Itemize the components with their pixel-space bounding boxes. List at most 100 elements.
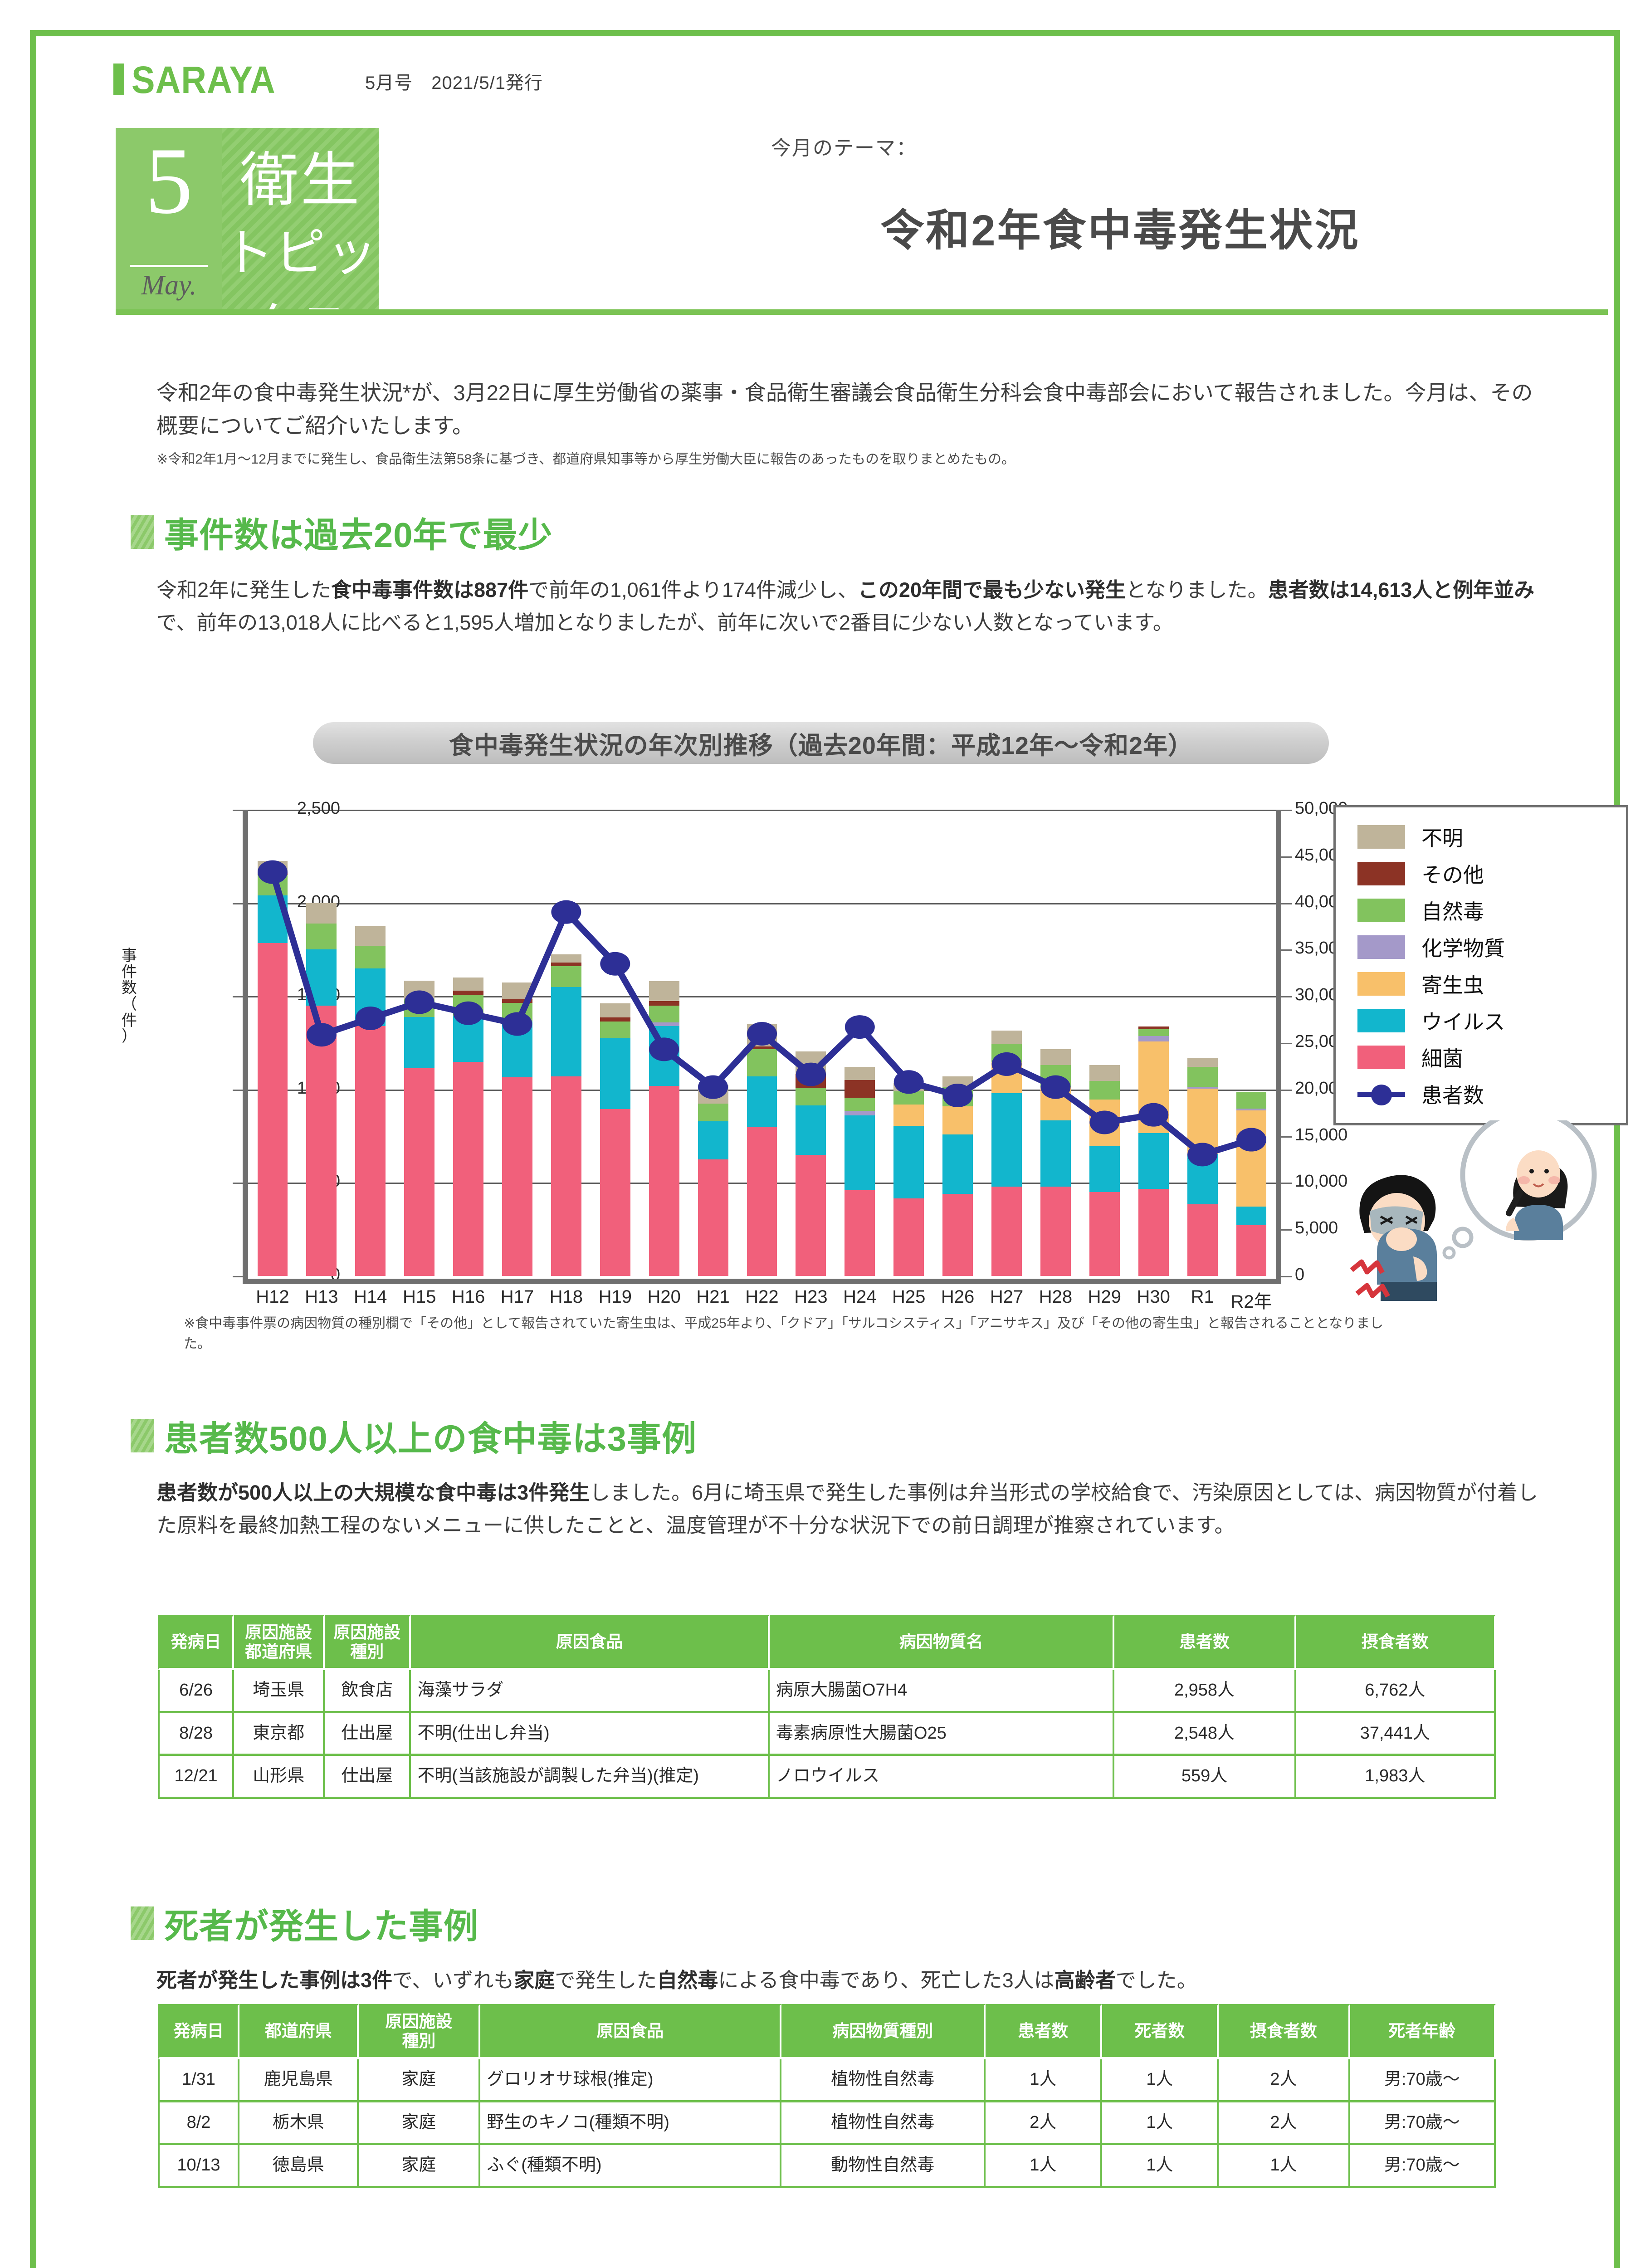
intro-block: 令和2年の食中毒発生状況*が、3月22日に厚生労働省の薬事・食品衛生審議会食品衛…	[156, 376, 1544, 469]
table-cell: 男:70歳～	[1350, 2145, 1496, 2188]
chart-tick-mark	[1281, 810, 1292, 811]
chart-bar	[551, 810, 581, 1276]
chart-x-tick: H12	[256, 1287, 289, 1307]
legend-line-marker-icon	[1357, 1082, 1405, 1106]
chart-tick-mark	[233, 1276, 243, 1277]
chart-bar-segment-自然毒	[698, 1103, 728, 1121]
legend-label: 自然毒	[1421, 899, 1484, 924]
chart-bar-segment-細菌	[257, 943, 288, 1276]
section-3-heading: 死者が発生した事例	[131, 1898, 478, 1948]
table-cell: 栃木県	[239, 2102, 359, 2146]
chart-bar-segment-不明	[991, 1031, 1022, 1044]
chart-tick-mark	[233, 996, 243, 998]
chart-bar-segment-自然毒	[649, 1005, 679, 1022]
chart-bar-segment-細菌	[796, 1154, 826, 1276]
chart-tick-mark	[1281, 856, 1292, 858]
chart-x-tick: R2年	[1230, 1292, 1272, 1312]
legend-label: ウイルス	[1421, 1010, 1505, 1034]
legend-label: 細菌	[1421, 1046, 1463, 1070]
page-border-top	[30, 30, 1620, 36]
table-cell: 6,762人	[1296, 1670, 1496, 1713]
chart-tick-mark	[1281, 1136, 1292, 1138]
chart-bar-segment-自然毒	[1187, 1067, 1218, 1087]
chart-tick-mark	[1281, 1043, 1292, 1044]
table-cell: 6/26	[158, 1670, 234, 1713]
chart-tick-mark	[1281, 1276, 1292, 1277]
chart-bar-segment-化学物質	[1236, 1108, 1267, 1110]
legend-label: 不明	[1421, 826, 1463, 850]
chart-bar-segment-細菌	[355, 1026, 386, 1276]
chart-bar-segment-不明	[306, 903, 337, 924]
chart-y-tick-right: 10,000	[1295, 1172, 1348, 1191]
table-cell: 鹿児島県	[239, 2059, 359, 2102]
banner-underline	[116, 309, 1608, 315]
table-cell: 2,958人	[1114, 1670, 1296, 1713]
chart-tick-mark	[1281, 1089, 1292, 1091]
chart-bar	[257, 810, 288, 1276]
table-cell: 飲食店	[325, 1670, 411, 1713]
chart-bar-segment-ウイルス	[991, 1093, 1022, 1187]
table-cell: 12/21	[158, 1756, 234, 1799]
chart-bar	[404, 810, 435, 1276]
chart-bar-segment-細菌	[453, 1061, 483, 1276]
chart-bar-segment-ウイルス	[747, 1076, 777, 1127]
chart-gridline	[248, 903, 1276, 904]
table-column-header: 患者数	[1114, 1615, 1296, 1671]
table-row: 12/21 山形県 仕出屋 不明(当該施設が調製した弁当)(推定) ノロウイルス 559人…	[158, 1756, 1496, 1799]
month-block: 5 May.	[116, 128, 222, 309]
chart-bar-segment-ウイルス	[404, 1017, 435, 1069]
chart-bar-segment-ウイルス	[1236, 1206, 1267, 1225]
chart-bar-segment-不明	[551, 954, 581, 963]
chart-bar	[893, 810, 924, 1276]
chart-x-tick: H29	[1088, 1287, 1122, 1307]
chart-bar-segment-ウイルス	[551, 987, 581, 1077]
table-cell: 8/28	[158, 1713, 234, 1756]
chart-bar-segment-ウイルス	[942, 1134, 973, 1194]
chart-y-tick-right: 15,000	[1295, 1125, 1348, 1144]
chart-bar-segment-その他	[1138, 1026, 1169, 1030]
chart-bar-segment-細菌	[845, 1190, 875, 1276]
chart-bar	[796, 810, 826, 1276]
issue-date: 5月号 2021/5/1発行	[365, 73, 543, 93]
table-cell: 2人	[1219, 2102, 1350, 2146]
chart-bar-segment-ウイルス	[698, 1121, 728, 1159]
table-column-header: 原因食品	[411, 1615, 770, 1671]
legend-color-swatch	[1357, 825, 1405, 849]
chart-bar-segment-不明	[453, 978, 483, 991]
saraya-logo-text: SARAYA	[132, 59, 276, 101]
chart-bar-segment-自然毒	[796, 1087, 826, 1105]
table-cell: ノロウイルス	[769, 1756, 1115, 1799]
legend-color-swatch	[1357, 1008, 1405, 1032]
chart-bar-segment-ウイルス	[796, 1105, 826, 1155]
chart-x-tick: H24	[843, 1287, 877, 1307]
table-cell: 山形県	[234, 1756, 325, 1799]
table-column-header: 原因食品	[480, 2004, 782, 2060]
table-column-header: 患者数	[986, 2004, 1103, 2060]
section-mark-icon	[131, 1906, 154, 1940]
section-1-heading: 事件数は過去20年で最少	[131, 507, 553, 557]
chart-x-tick: H15	[402, 1287, 436, 1307]
chart-bar-segment-その他	[502, 999, 532, 1003]
table-cell: 1人	[1102, 2102, 1219, 2146]
chart-x-tick: H19	[598, 1287, 632, 1307]
chart-bar-segment-細菌	[942, 1194, 973, 1276]
table-cell: 不明(当該施設が調製した弁当)(推定)	[411, 1756, 770, 1799]
chart-plot-inner: 05001,0001,5002,0002,50005,00010,00015,0…	[233, 799, 1347, 1284]
chart-bar-segment-細菌	[600, 1109, 630, 1276]
chart-x-tick: H30	[1137, 1287, 1170, 1307]
table-body: 6/26 埼玉県 飲食店 海藻サラダ 病原大腸菌O7H4 2,958人 6,762人 8/28…	[158, 1670, 1496, 1799]
table-cell: 559人	[1114, 1756, 1296, 1799]
stacked-bar-chart: 05001,0001,5002,0002,50005,00010,00015,0…	[136, 796, 1628, 1312]
chart-bar-segment-化学物質	[845, 1111, 875, 1116]
chart-bar-segment-細菌	[502, 1077, 532, 1276]
chart-bar-segment-自然毒	[355, 946, 386, 968]
chart-bar-segment-細菌	[1089, 1192, 1120, 1276]
table-cell: 8/2	[158, 2102, 239, 2146]
chart-bar-segment-細菌	[649, 1085, 679, 1276]
month-divider	[130, 265, 208, 267]
table-cell: 病原大腸菌O7H4	[769, 1670, 1115, 1713]
chart-bar-segment-不明	[942, 1076, 973, 1087]
legend-item: 不明	[1357, 818, 1626, 855]
chart-bar-segment-細菌	[893, 1198, 924, 1276]
chart-bar	[355, 810, 386, 1276]
